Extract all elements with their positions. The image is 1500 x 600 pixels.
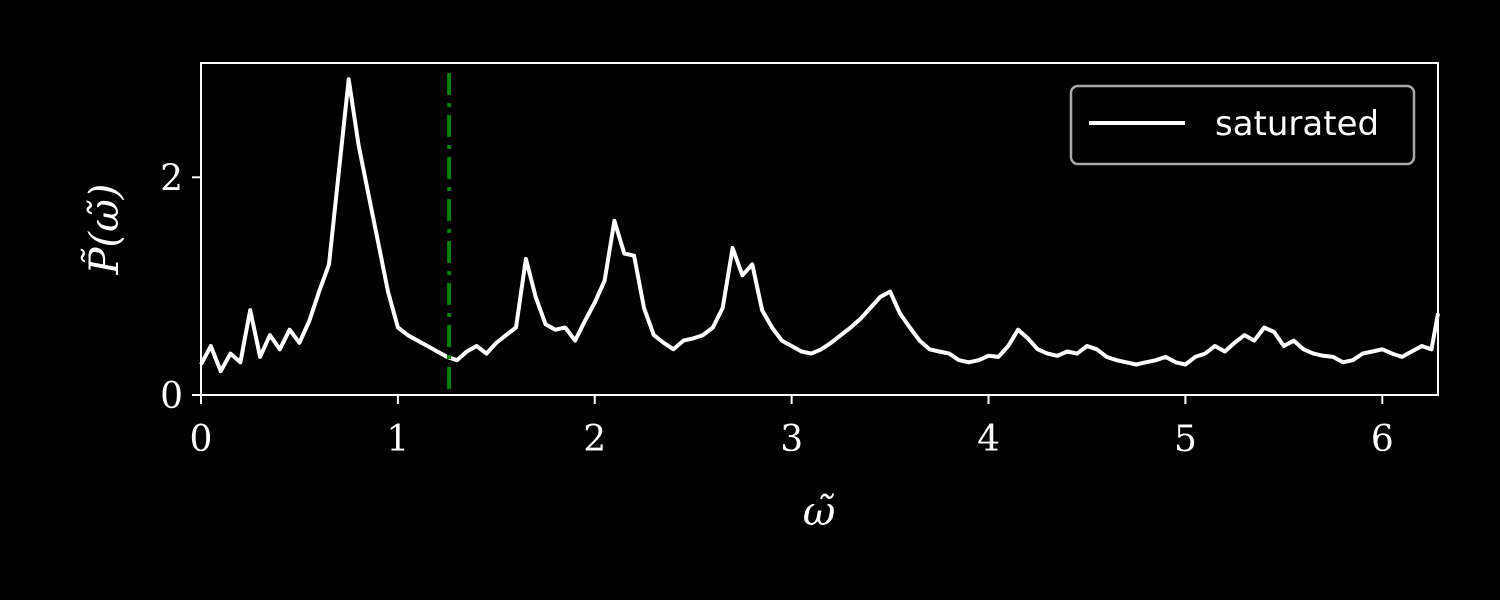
x-tick-label: 3: [780, 419, 803, 460]
y-axis-label: P̃(ω̃): [81, 184, 128, 276]
x-axis: 0 1 2 3 4 5 6: [190, 395, 1394, 460]
y-tick-label: 2: [160, 158, 183, 199]
legend: saturated: [1069, 84, 1416, 166]
x-tick-label: 4: [977, 419, 1000, 460]
x-tick-label: 1: [386, 419, 409, 460]
legend-box: [1069, 84, 1416, 166]
x-tick-label: 5: [1174, 419, 1197, 460]
x-tick-label: 0: [190, 419, 213, 460]
y-tick-label: 0: [160, 376, 183, 417]
x-axis-label: ω̃: [803, 489, 836, 535]
x-tick-label: 2: [583, 419, 606, 460]
plot-area: [199, 77, 1440, 374]
y-axis: 02: [160, 158, 201, 417]
x-tick-label: 6: [1371, 419, 1394, 460]
legend-label-saturated: saturated: [1215, 104, 1379, 144]
series-line-saturated: [199, 77, 1440, 374]
plot-frame: [200, 62, 1439, 396]
